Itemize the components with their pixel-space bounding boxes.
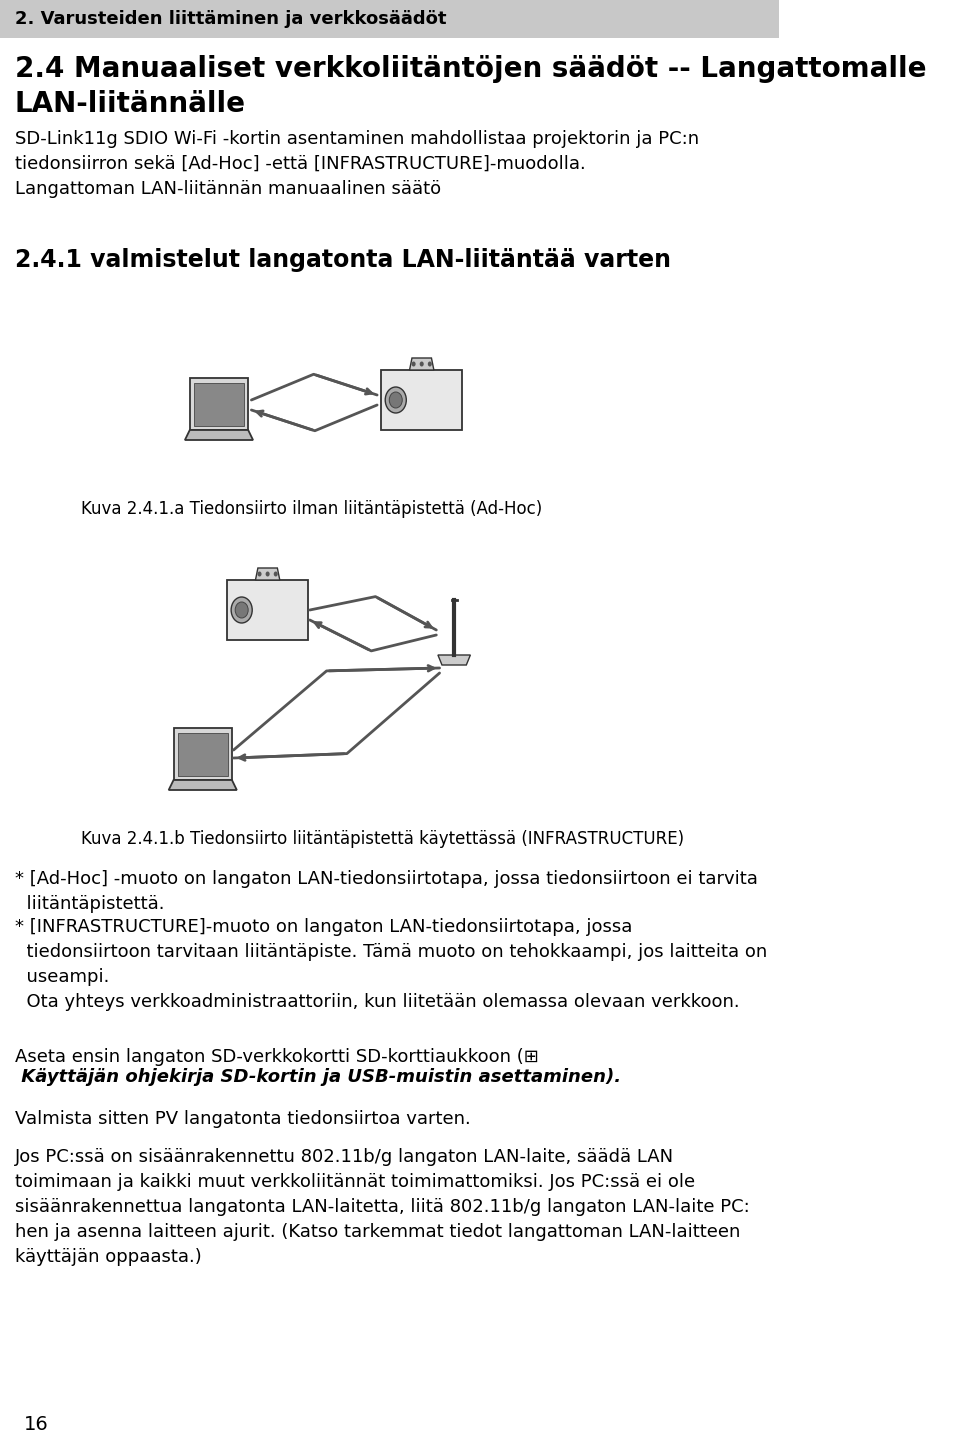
Polygon shape: [178, 733, 228, 777]
Circle shape: [274, 571, 277, 577]
Circle shape: [235, 601, 249, 619]
Circle shape: [231, 597, 252, 623]
Polygon shape: [438, 655, 470, 665]
Circle shape: [428, 361, 432, 367]
Text: * [Ad-Hoc] -muoto on langaton LAN-tiedonsiirtotapa, jossa tiedonsiirtoon ei tarv: * [Ad-Hoc] -muoto on langaton LAN-tiedon…: [14, 869, 757, 913]
Text: SD-Link11g SDIO Wi-Fi -kortin asentaminen mahdollistaa projektorin ja PC:n
tiedo: SD-Link11g SDIO Wi-Fi -kortin asentamine…: [14, 130, 699, 199]
Polygon shape: [169, 780, 237, 790]
Circle shape: [420, 361, 423, 367]
Polygon shape: [185, 430, 253, 440]
Text: Käyttäjän ohjekirja SD-kortin ja USB-muistin asettaminen).: Käyttäjän ohjekirja SD-kortin ja USB-mui…: [14, 1068, 621, 1085]
Polygon shape: [194, 383, 244, 426]
FancyBboxPatch shape: [0, 0, 779, 38]
Polygon shape: [255, 568, 279, 580]
Polygon shape: [190, 378, 249, 430]
Text: 2.4 Manuaaliset verkkoliitäntöjen säädöt -- Langattomalle: 2.4 Manuaaliset verkkoliitäntöjen säädöt…: [14, 55, 926, 83]
Text: Aseta ensin langaton SD-verkkokortti SD-korttiaukkoon (⊞: Aseta ensin langaton SD-verkkokortti SD-…: [14, 1048, 539, 1066]
Polygon shape: [410, 358, 434, 369]
Circle shape: [389, 393, 402, 409]
Polygon shape: [381, 369, 463, 430]
Circle shape: [266, 571, 270, 577]
Text: LAN-liitännälle: LAN-liitännälle: [14, 90, 246, 117]
Text: 2.4.1 valmistelut langatonta LAN-liitäntää varten: 2.4.1 valmistelut langatonta LAN-liitänt…: [14, 248, 671, 272]
Text: Kuva 2.4.1.a Tiedonsiirto ilman liitäntäpistettä (Ad-Hoc): Kuva 2.4.1.a Tiedonsiirto ilman liitäntä…: [81, 500, 542, 517]
Text: 2. Varusteiden liittäminen ja verkkosäädöt: 2. Varusteiden liittäminen ja verkkosääd…: [14, 10, 446, 28]
Polygon shape: [174, 727, 232, 780]
Circle shape: [385, 387, 406, 413]
Circle shape: [257, 571, 261, 577]
Text: Jos PC:ssä on sisäänrakennettu 802.11b/g langaton LAN-laite, säädä LAN
toimimaan: Jos PC:ssä on sisäänrakennettu 802.11b/g…: [14, 1148, 750, 1266]
Text: 16: 16: [24, 1416, 49, 1435]
Circle shape: [412, 361, 416, 367]
Text: * [INFRASTRUCTURE]-muoto on langaton LAN-tiedonsiirtotapa, jossa
  tiedonsiirtoo: * [INFRASTRUCTURE]-muoto on langaton LAN…: [14, 919, 767, 1011]
Text: Kuva 2.4.1.b Tiedonsiirto liitäntäpistettä käytettässä (INFRASTRUCTURE): Kuva 2.4.1.b Tiedonsiirto liitäntäpistet…: [81, 830, 684, 848]
Text: Valmista sitten PV langatonta tiedonsiirtoa varten.: Valmista sitten PV langatonta tiedonsiir…: [14, 1110, 470, 1127]
Polygon shape: [228, 580, 308, 640]
